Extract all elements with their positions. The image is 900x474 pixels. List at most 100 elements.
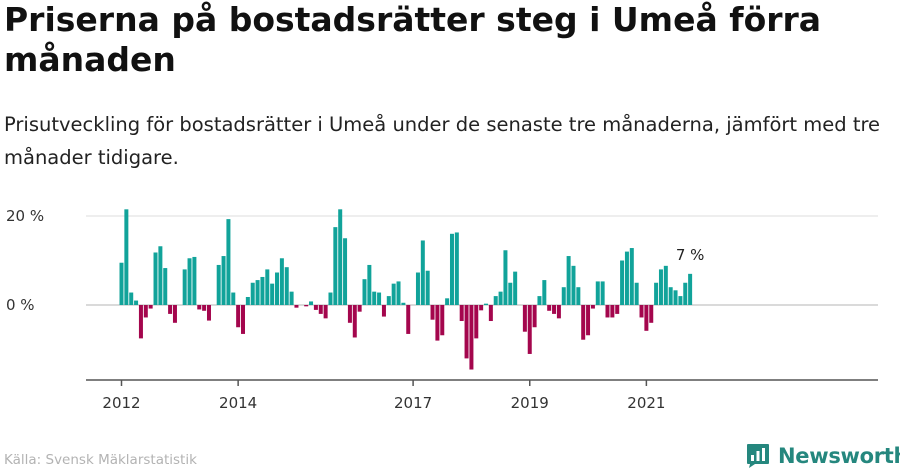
bar [352,305,357,338]
bar [508,282,513,305]
x-tick-label: 2019 [511,394,549,412]
bar [265,269,270,305]
bar [284,267,289,306]
bar [236,305,241,328]
bar [658,269,663,305]
bar [289,291,294,305]
axes: 20 % 0 % 7 % 2012 2014 2017 2019 2021 [6,207,878,412]
bar [270,283,275,305]
bar [566,256,571,305]
bar [425,270,430,306]
bar [440,305,445,336]
bar [206,305,211,321]
x-tick-label: 2012 [102,394,140,412]
bar [129,292,134,305]
bar [357,305,362,312]
bar [649,305,654,323]
bar [396,281,401,306]
bar [333,227,338,306]
bar [449,233,454,305]
bar [187,258,192,305]
y-tick-label: 20 % [6,207,44,225]
bar [547,305,552,311]
bar [561,287,566,305]
bar [197,305,202,310]
bar [420,240,425,305]
gridlines [86,215,878,306]
bar [338,209,343,305]
newsworthy-logo-icon [747,444,769,468]
bar [673,290,678,305]
bar [216,264,221,305]
bar [231,292,236,305]
chart-subtitle: Prisutveckling för bostadsrätter i Umeå … [4,113,881,169]
bar [153,252,158,305]
bar [488,305,493,322]
bar [347,305,352,323]
x-tick-label: 2021 [627,394,665,412]
bar [163,268,168,305]
bar [182,269,187,305]
bar [454,232,459,305]
bar [241,305,245,334]
brand-name: Newsworthy [778,444,900,468]
bar [435,305,440,341]
bar [503,250,508,305]
chart-title: Priserna på bostadsrätter steg i Umeå fö… [4,0,822,79]
bar [323,305,328,319]
bar [304,305,309,307]
bar [158,246,163,305]
bar [168,305,173,314]
source-note: Källa: Svensk Mäklarstatistik [4,452,197,468]
bars [119,209,693,370]
bar [654,282,659,305]
bar [581,305,586,340]
bar [469,305,474,370]
bar [367,264,372,305]
bar [493,296,498,305]
bar [624,251,629,305]
bar [124,209,129,305]
bar [634,282,639,305]
bar [391,283,396,305]
bar [134,300,139,305]
bar [522,305,527,332]
bar [668,287,673,305]
bar [595,281,600,306]
bar [343,238,348,305]
bar [484,303,488,305]
brand[interactable]: Newsworthy [746,440,900,472]
bar [275,272,280,305]
bar [362,279,367,305]
bar [663,265,668,305]
bar [556,305,561,319]
bar [260,276,265,305]
bar [143,305,148,318]
bar [255,280,260,305]
bar [250,282,255,305]
bar [576,287,581,305]
bar [464,305,469,359]
bar [600,281,605,306]
bar [479,305,484,311]
bar [537,296,542,305]
bar [683,282,688,305]
bar [226,219,231,306]
bar [381,305,386,317]
bar [313,305,318,310]
bar [586,305,591,336]
bar [406,305,411,334]
bar [172,305,177,323]
bar [386,296,391,305]
bar [328,292,333,305]
bar [415,272,420,305]
bar-chart: 20 % 0 % 7 % 2012 2014 2017 2019 2021 [6,207,878,412]
bar [639,305,644,318]
bar [192,256,197,305]
bar [590,305,595,309]
bar [542,280,547,305]
bar [430,305,435,320]
bar [474,305,479,339]
bar [445,298,450,305]
bar [372,291,377,305]
